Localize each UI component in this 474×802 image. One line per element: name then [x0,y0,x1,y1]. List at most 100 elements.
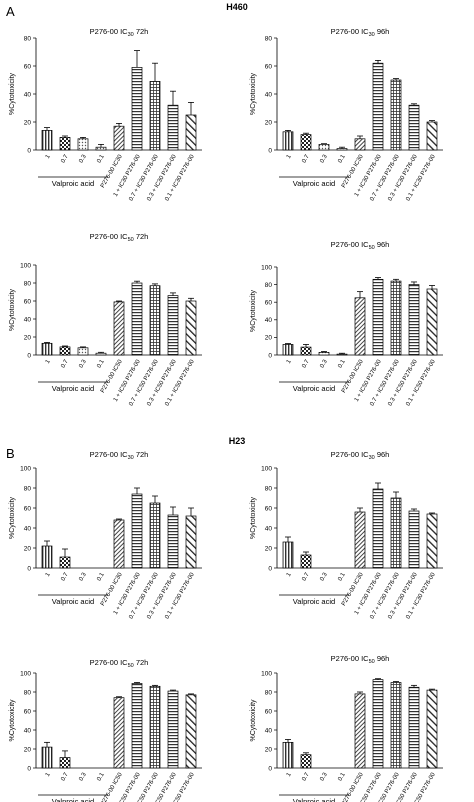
bar [336,353,348,356]
y-tick-label: 60 [24,298,32,305]
group-label: Valproic acid [293,179,335,188]
y-axis-label: %Cytotoxicity [9,288,16,331]
bar [372,488,384,569]
y-tick-label: 60 [265,63,273,70]
bar [300,134,312,151]
x-tick-label: 1 [45,571,52,577]
panel-a-label: A [6,4,15,19]
chart-1: P276-00 IC30 72h %Cytotoxicity 0 20 40 60 80 1 0… [9,27,202,202]
bar [113,125,125,151]
x-tick-label: 1 [286,153,293,159]
bar [426,689,438,769]
panel-b-label: B [6,446,15,461]
bar [59,137,71,151]
group-label: Valproic acid [52,384,94,393]
chart-title: P276-00 IC50 72h [90,232,149,243]
x-tick-label: 0.3 [78,571,88,582]
y-tick-label: 60 [24,63,32,70]
chart-2: P276-00 IC30 96h %Cytotoxicity 0 20 40 60 80 1 0… [250,27,443,202]
x-tick-label: 0.1 [337,571,347,582]
bar [77,138,89,151]
group-label: Valproic acid [52,597,94,606]
x-tick-label: 0.7 [60,771,70,782]
y-tick-label: 80 [265,282,273,289]
bar [131,67,143,151]
chart-6: P276-00 IC30 96h%Cytotoxicity02040608010… [250,450,443,620]
x-tick-label: 0.7 [301,153,311,164]
bar [95,352,107,356]
chart-4: P276-00 IC50 96h%Cytotoxicity02040608010… [250,240,443,407]
bar [113,301,125,356]
y-tick-label: 100 [20,262,31,269]
bar [372,62,384,151]
y-tick-label: 80 [24,485,32,492]
chart-title: P276-00 IC30 72h [90,450,149,461]
x-tick-label: 0.7 [301,571,311,582]
x-tick-label: 0.3 [319,771,329,782]
y-tick-label: 80 [265,485,273,492]
x-tick-label: 0.3 [319,358,329,369]
y-tick-label: 20 [24,119,32,126]
x-tick-label: 1 [286,771,293,777]
group-label: Valproic acid [293,384,335,393]
x-tick-label: 0.7 [60,571,70,582]
chart-title: P276-00 IC30 96h [331,27,390,38]
y-tick-label: 80 [265,689,273,696]
y-tick-label: 100 [261,264,272,271]
y-tick-label: 60 [24,505,32,512]
bar [372,679,384,769]
bar [282,344,294,356]
bar [372,278,384,356]
bar [77,347,89,356]
y-tick-label: 40 [24,727,32,734]
y-axis-label: %Cytotoxicity [250,699,257,742]
bar [149,285,161,356]
bar [131,683,143,769]
y-axis-label: %Cytotoxicity [9,72,16,115]
y-tick-label: 40 [24,91,32,98]
bar [300,754,312,769]
x-tick-label: 0.3 [319,571,329,582]
x-tick-label: 0.1 [337,153,347,164]
bar [149,81,161,151]
bar [113,697,125,769]
bar [95,146,107,151]
y-tick-label: 60 [265,300,273,307]
bar [131,493,143,569]
bar [149,685,161,769]
x-tick-label: 0.1 [96,153,106,164]
bar [59,556,71,569]
bar [426,513,438,569]
bar [41,545,53,569]
y-tick-label: 0 [268,147,272,154]
y-tick-label: 60 [265,708,273,715]
y-tick-label: 60 [265,505,273,512]
y-tick-label: 40 [265,727,273,734]
x-tick-label: 0.7 [60,358,70,369]
bar [300,346,312,356]
bar [167,690,179,769]
y-tick-label: 80 [265,35,273,42]
y-tick-label: 0 [27,147,31,154]
bar [408,510,420,569]
bar [41,746,53,769]
chart-8: P276-00 IC50 96h%Cytotoxicity02040608010… [250,654,443,802]
panel-b-title: H23 [229,436,246,446]
x-tick-label: 0.1 [96,571,106,582]
y-tick-label: 40 [265,317,273,324]
chart-title: P276-00 IC30 96h [331,450,390,461]
y-tick-label: 0 [268,352,272,359]
y-axis-label: %Cytotoxicity [9,699,16,742]
bar [426,288,438,356]
chart-3: P276-00 IC50 72h%Cytotoxicity02040608010… [9,232,202,407]
y-tick-label: 80 [24,280,32,287]
bar [318,144,330,151]
bar [185,515,197,569]
y-tick-label: 100 [261,465,272,472]
y-tick-label: 0 [268,565,272,572]
bar [41,130,53,151]
y-tick-label: 40 [24,316,32,323]
bar [354,511,366,569]
